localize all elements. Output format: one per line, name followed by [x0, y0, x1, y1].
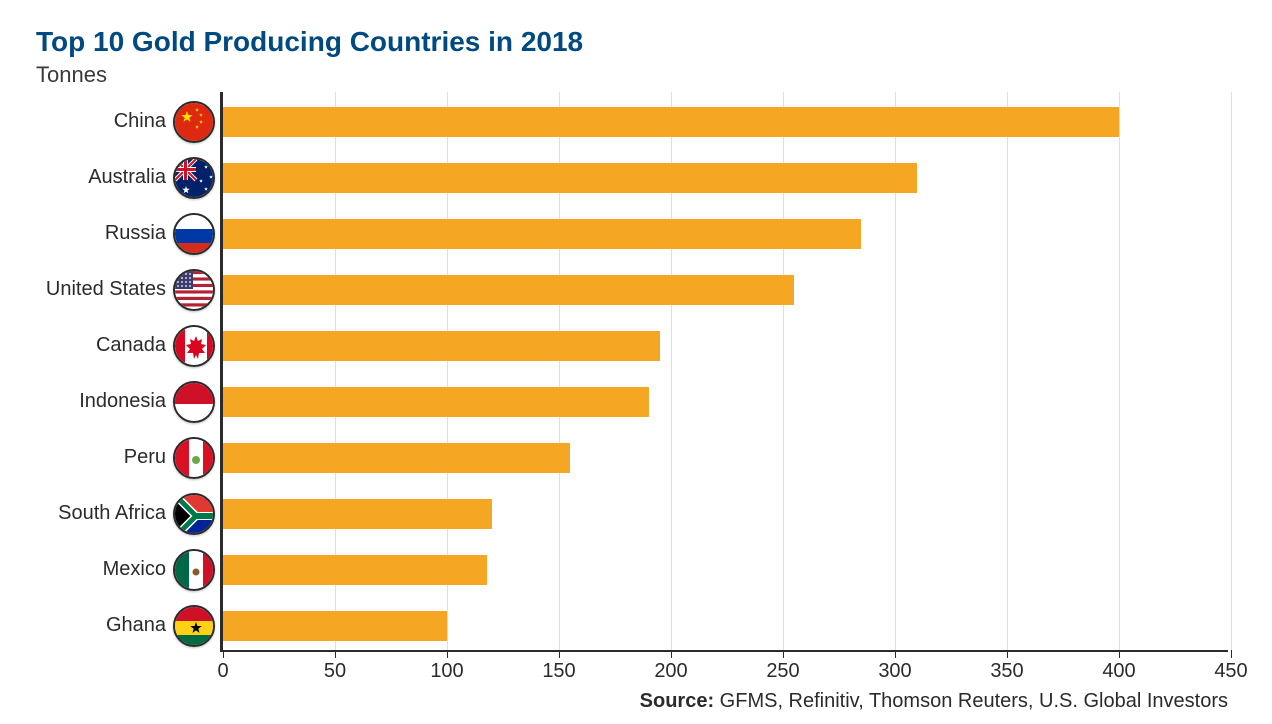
x-tick-label: 300 — [878, 650, 911, 683]
gridline — [1231, 92, 1232, 650]
flag-icon-ru — [173, 213, 215, 255]
x-tick-label: 150 — [542, 650, 575, 683]
x-tick-label: 350 — [990, 650, 1023, 683]
bar-au — [223, 163, 917, 193]
chart-subtitle: Tonnes — [36, 62, 107, 88]
country-label: United States — [46, 278, 166, 301]
bar-za — [223, 499, 492, 529]
bar-ru — [223, 219, 861, 249]
flag-icon-za — [173, 493, 215, 535]
flag-icon-id — [173, 381, 215, 423]
flag-icon-cn — [173, 101, 215, 143]
flag-icon-gh — [173, 605, 215, 647]
country-label: Indonesia — [79, 390, 166, 413]
flag-icon-au — [173, 157, 215, 199]
x-tick-label: 250 — [766, 650, 799, 683]
bar-mx — [223, 555, 487, 585]
bar-cn — [223, 107, 1119, 137]
x-tick-label: 450 — [1214, 650, 1247, 683]
source-attribution: Source: GFMS, Refinitiv, Thomson Reuters… — [640, 690, 1228, 713]
plot-area: 050100150200250300350400450 — [220, 92, 1228, 652]
x-tick-label: 100 — [430, 650, 463, 683]
country-label: Canada — [96, 334, 166, 357]
country-label: Ghana — [106, 614, 166, 637]
bar-pe — [223, 443, 570, 473]
flag-icon-pe — [173, 437, 215, 479]
source-label: Source: — [640, 690, 714, 712]
bar-gh — [223, 611, 447, 641]
x-tick-label: 400 — [1102, 650, 1135, 683]
flag-icon-ca — [173, 325, 215, 367]
gridline — [1119, 92, 1120, 650]
source-text: GFMS, Refinitiv, Thomson Reuters, U.S. G… — [714, 690, 1228, 712]
bar-us — [223, 275, 794, 305]
flag-icon-mx — [173, 549, 215, 591]
country-label: Australia — [88, 166, 166, 189]
country-label: Russia — [105, 222, 166, 245]
x-tick-label: 50 — [324, 650, 346, 683]
flag-icon-us — [173, 269, 215, 311]
country-label: Peru — [124, 446, 166, 469]
country-label: South Africa — [58, 502, 166, 525]
bar-ca — [223, 331, 660, 361]
country-label: China — [114, 110, 166, 133]
chart-title: Top 10 Gold Producing Countries in 2018 — [36, 26, 583, 58]
chart-container: Top 10 Gold Producing Countries in 2018 … — [0, 0, 1272, 724]
x-tick-label: 200 — [654, 650, 687, 683]
bar-id — [223, 387, 649, 417]
x-tick-label: 0 — [217, 650, 228, 683]
country-label: Mexico — [103, 558, 166, 581]
gridline — [1007, 92, 1008, 650]
